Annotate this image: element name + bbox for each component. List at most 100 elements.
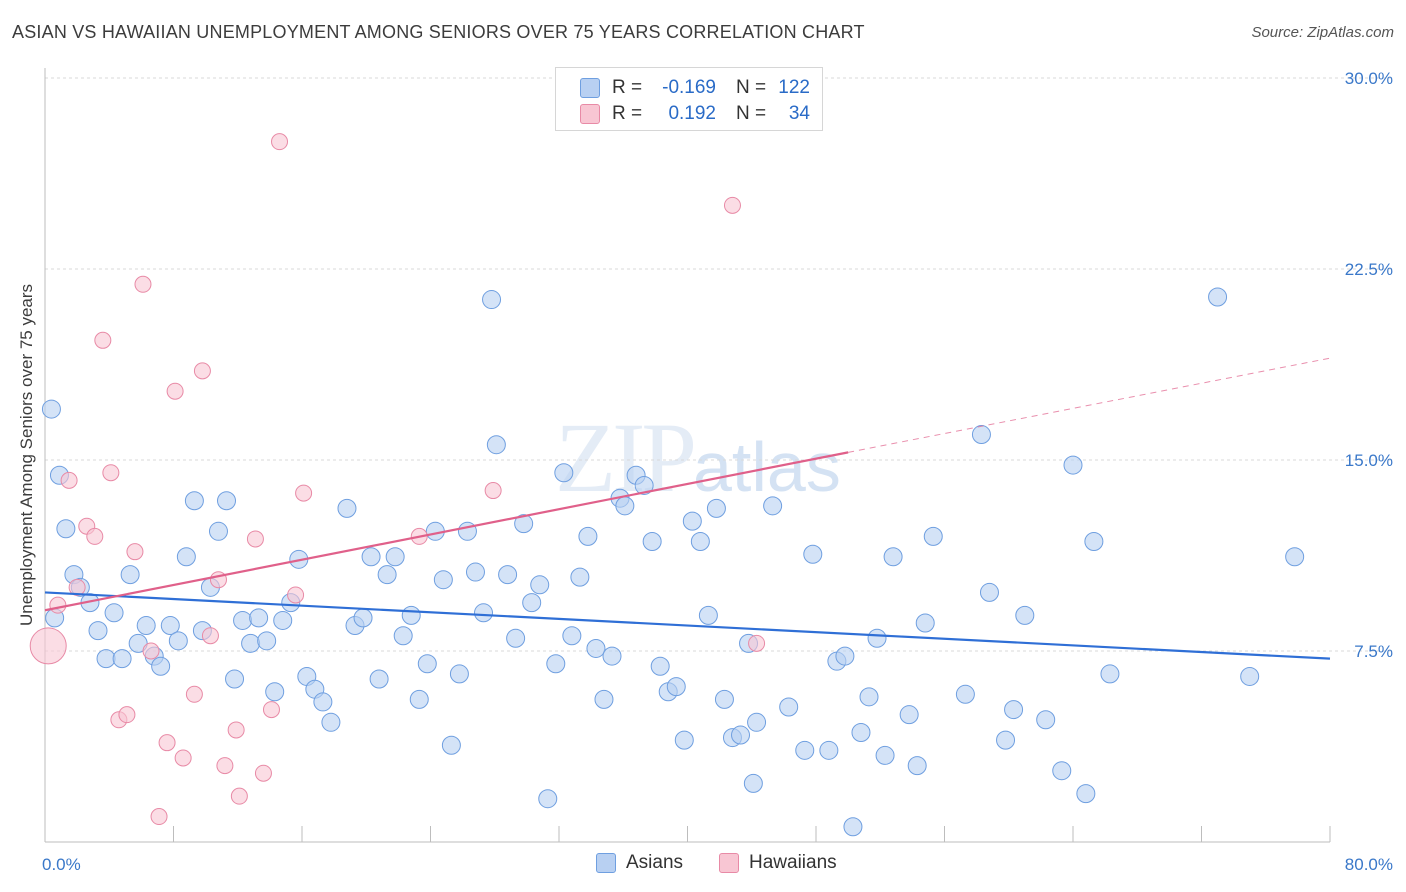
asian-point [401,605,421,625]
asian-point [851,722,871,742]
asian-point [393,626,413,646]
asian-point [554,463,574,483]
x-tick-label: 80.0% [1345,855,1393,874]
asian-point [176,547,196,567]
asian-point [594,689,614,709]
n-label: N = [736,77,767,98]
asian-point [104,603,124,623]
asian-point [955,684,975,704]
asian-point [1240,666,1260,686]
r-value: -0.169 [662,77,716,98]
asian-point [88,621,108,641]
n-value: 34 [788,103,810,124]
x-tick-label: 0.0% [42,855,81,874]
asian-point [538,789,558,809]
legend-item-hawaiians[interactable]: Hawaiians [719,852,837,874]
y-tick-label: 15.0% [1345,451,1393,470]
asian-point [642,531,662,551]
asian-point [1285,547,1305,567]
asian-point [747,712,767,732]
asian-point [586,638,606,658]
asian-point [486,435,506,455]
hawaiian-point [68,578,86,596]
asian-point [883,547,903,567]
asian-point [225,669,245,689]
asian-point [41,399,61,419]
legend-item-asians[interactable]: Asians [596,852,683,874]
hawaiian-point [723,196,741,214]
asian-point [482,290,502,310]
asian-point [498,565,518,585]
hawaiian-point [193,362,211,380]
hawaiian-point [254,764,272,782]
r-value: 0.192 [668,103,716,124]
asian-point [915,613,935,633]
asian-point [433,570,453,590]
hawaiian-point [748,634,766,652]
asian-point [241,633,261,653]
asian-point [530,575,550,595]
asian-point [731,725,751,745]
asian-point [136,616,156,636]
asian-point [449,664,469,684]
hawaiian-point [102,464,120,482]
n-label: N = [736,103,767,124]
asian-point [128,633,148,653]
hawaiian-point [262,701,280,719]
asian-point [1208,287,1228,307]
asian-point [674,730,694,750]
chart-title: ASIAN VS HAWAIIAN UNEMPLOYMENT AMONG SEN… [12,22,865,42]
asian-point [56,519,76,539]
hawaiians-swatch [719,853,739,873]
asian-point [1063,455,1083,475]
asian-point [353,608,373,628]
correlation-legend: R = -0.169 N = 122 R = 0.192 N = 34 [555,67,823,131]
asian-point [409,689,429,709]
asian-point [714,689,734,709]
asian-point [120,565,140,585]
hawaiian-point [134,275,152,293]
series-legend: Asians Hawaiians [0,852,1406,878]
hawaiian-point [118,706,136,724]
asian-point [570,567,590,587]
hawaiian-point [150,808,168,826]
asian-point [417,654,437,674]
asian-point [474,603,494,623]
asian-point [184,491,204,511]
asian-point [779,697,799,717]
y-tick-label: 22.5% [1345,260,1393,279]
asian-point [819,740,839,760]
asian-point [369,669,389,689]
asian-point [151,656,171,676]
asian-point [1084,531,1104,551]
asian-point [899,705,919,725]
asian-point [698,605,718,625]
hawaiian-point [29,627,67,665]
asian-point [441,735,461,755]
asian-point [1100,664,1120,684]
asian-point [265,682,285,702]
asian-point [96,649,116,669]
hawaiian-point [126,543,144,561]
hawaiian-point [49,596,67,614]
asian-point [923,526,943,546]
asian-point [1015,605,1035,625]
asian-point [1052,761,1072,781]
hawaiian-point [185,685,203,703]
asian-point [835,646,855,666]
asian-point [706,498,726,518]
asian-point [377,565,397,585]
hawaiian-point [227,721,245,739]
hawaiian-point [86,527,104,545]
source-note: Source: ZipAtlas.com [1251,24,1394,41]
asian-point [615,496,635,516]
r-label: R = [612,77,643,98]
asian-point [996,730,1016,750]
y-tick-label: 30.0% [1345,69,1393,88]
asian-point [112,649,132,669]
asian-point [465,562,485,582]
asian-point [1076,784,1096,804]
asian-point [690,531,710,551]
r-label: R = [612,103,643,124]
asian-point [506,628,526,648]
